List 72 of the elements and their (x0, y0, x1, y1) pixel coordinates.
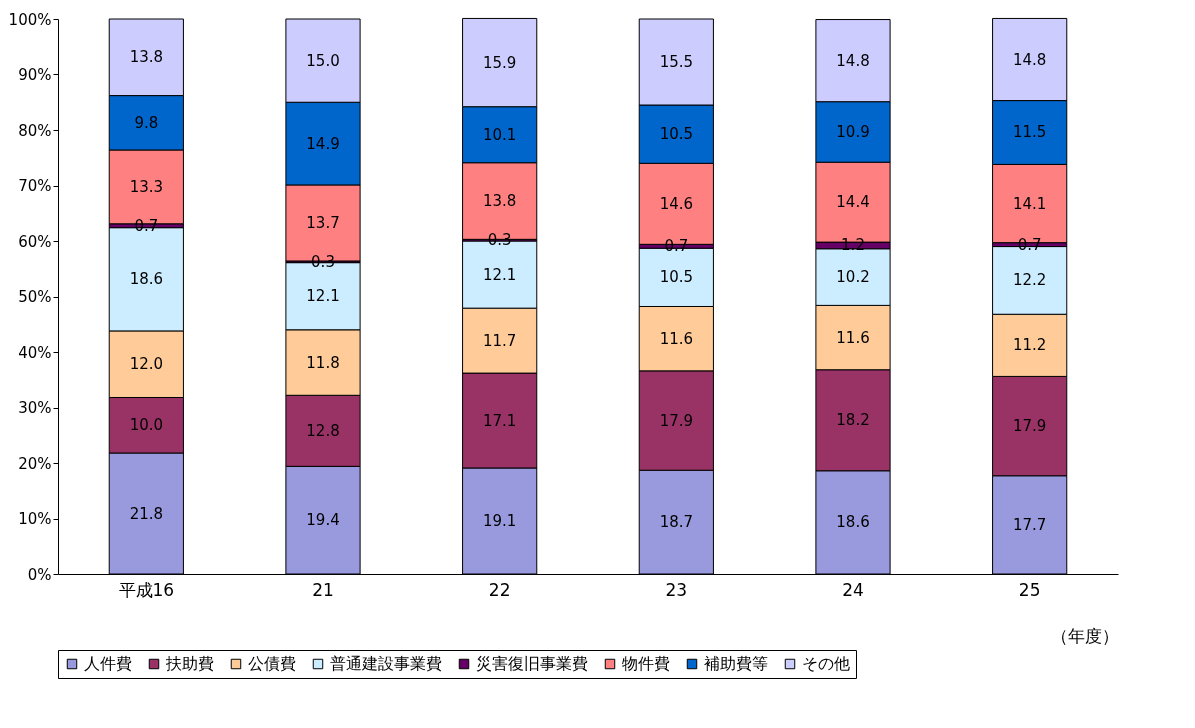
data-label: 13.3 (129, 177, 164, 196)
legend-label: 公債費 (248, 654, 296, 673)
data-label: 10.5 (659, 125, 694, 144)
x-tick-label: 平成16 (118, 579, 175, 600)
data-label: 11.6 (659, 329, 694, 348)
data-label: 18.6 (129, 270, 164, 289)
data-label: 14.6 (659, 194, 694, 213)
data-label: 14.4 (836, 193, 870, 212)
legend-label: 普通建設事業費 (330, 654, 442, 673)
legend-label: その他 (802, 654, 850, 673)
legend-label: 物件費 (622, 654, 670, 673)
data-label: 17.9 (659, 411, 694, 430)
y-tick-label: 90% (18, 66, 52, 84)
legend-label: 災害復旧事業費 (476, 654, 588, 673)
data-label: 17.1 (482, 411, 517, 430)
data-label: 11.5 (1012, 123, 1047, 142)
data-label: 18.7 (659, 513, 694, 532)
y-tick-label: 80% (18, 121, 52, 140)
data-label: 14.1 (1012, 194, 1047, 213)
data-label: 14.9 (306, 134, 340, 153)
data-label: 13.8 (482, 192, 517, 211)
legend-label: 扶助費 (165, 654, 214, 673)
data-label: 0.7 (134, 216, 159, 235)
x-tick-label: 24 (842, 579, 864, 600)
data-label: 10.9 (836, 122, 870, 141)
legend-label: 補助費等 (704, 654, 768, 673)
y-tick-label: 100% (8, 10, 52, 29)
data-label: 18.2 (836, 411, 870, 430)
legend-label: 人件費 (84, 654, 132, 673)
data-label: 11.2 (1012, 336, 1047, 355)
x-tick-label: 21 (312, 579, 334, 600)
y-tick-label: 50% (18, 288, 52, 306)
data-label: 21.8 (129, 504, 164, 523)
data-label: 15.9 (482, 53, 517, 72)
data-label: 12.1 (306, 287, 340, 306)
data-label: 9.8 (134, 113, 159, 132)
data-label: 17.9 (1012, 417, 1047, 436)
y-tick-label: 70% (18, 177, 52, 195)
data-label: 12.8 (306, 421, 340, 440)
x-axis-title: （年度） (1050, 625, 1119, 646)
data-label: 0.3 (487, 231, 512, 250)
data-label: 19.1 (482, 512, 517, 530)
y-tick-label: 60% (18, 232, 52, 251)
y-tick-label: 0% (27, 565, 52, 584)
data-label: 14.8 (836, 51, 870, 70)
data-label: 17.7 (1012, 515, 1047, 534)
data-label: 0.7 (664, 237, 689, 256)
y-tick-label: 40% (18, 343, 52, 362)
data-label: 11.7 (482, 331, 517, 350)
data-label: 10.0 (129, 416, 164, 435)
data-label: 0.3 (311, 252, 335, 271)
data-label: 18.6 (836, 513, 870, 532)
data-label: 11.6 (836, 328, 870, 347)
data-label: 13.7 (306, 213, 340, 232)
data-label: 11.8 (306, 353, 340, 372)
y-tick-label: 30% (18, 399, 52, 417)
data-label: 10.5 (659, 268, 694, 287)
data-label: 15.0 (306, 51, 340, 70)
data-label: 12.1 (482, 265, 517, 284)
x-tick-label: 25 (1018, 579, 1041, 600)
y-tick-label: 10% (18, 510, 52, 528)
data-label: 10.2 (836, 268, 870, 287)
data-label: 12.0 (129, 355, 164, 374)
x-tick-label: 23 (665, 579, 688, 600)
data-label: 10.1 (482, 125, 517, 144)
data-label: 12.2 (1012, 271, 1047, 290)
data-label: 15.5 (659, 53, 694, 72)
data-label: 14.8 (1012, 50, 1047, 69)
y-tick-label: 20% (18, 454, 52, 473)
data-label: 19.4 (306, 511, 340, 530)
x-tick-label: 22 (488, 579, 511, 600)
data-label: 13.8 (129, 48, 164, 67)
